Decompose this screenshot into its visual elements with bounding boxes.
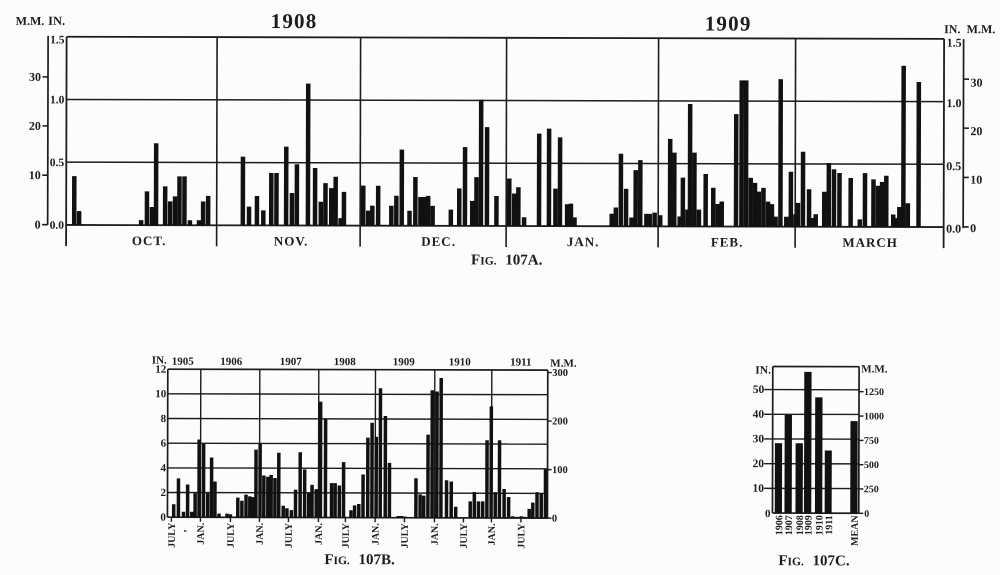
svg-text:750: 750 [864, 436, 879, 447]
svg-text:40: 40 [753, 409, 765, 421]
svg-text:200: 200 [552, 417, 568, 428]
svg-text:1909: 1909 [803, 515, 814, 535]
svg-text:M.M.: M.M. [861, 363, 888, 375]
svg-text:1910: 1910 [814, 515, 825, 535]
svg-text:JULY: JULY [284, 522, 295, 548]
svg-text:30: 30 [753, 433, 765, 445]
svg-text:JULY: JULY [167, 522, 178, 548]
svg-text:MEAN: MEAN [850, 515, 861, 546]
svg-text:1908: 1908 [271, 9, 318, 33]
svg-text:JAN.: JAN. [255, 522, 266, 544]
svg-text:JULY: JULY [400, 522, 411, 548]
svg-text:0: 0 [552, 514, 557, 525]
svg-text:IN.: IN. [944, 22, 960, 36]
svg-text:JAN.: JAN. [314, 523, 325, 545]
svg-text:JULY: JULY [341, 522, 352, 548]
svg-text:0: 0 [160, 512, 166, 524]
svg-text:1910: 1910 [449, 356, 472, 368]
svg-text:1.5: 1.5 [50, 34, 65, 46]
svg-text:10: 10 [970, 173, 982, 187]
svg-text:30: 30 [29, 70, 41, 84]
svg-text:0: 0 [970, 221, 976, 235]
svg-text:JAN.: JAN. [196, 522, 207, 544]
svg-text:JAN.: JAN. [371, 523, 382, 545]
svg-text:IN.: IN. [48, 14, 65, 28]
svg-text:0: 0 [765, 508, 771, 520]
svg-text:50: 50 [753, 384, 765, 396]
svg-text:0.5: 0.5 [50, 157, 65, 169]
svg-text:JULY: JULY [226, 522, 237, 548]
svg-text:10: 10 [29, 168, 41, 182]
svg-text:20: 20 [970, 124, 982, 138]
svg-text:1906: 1906 [220, 356, 243, 368]
svg-text:0.0: 0.0 [946, 222, 961, 236]
svg-text:1000: 1000 [864, 411, 884, 422]
svg-text:NOV.: NOV. [274, 233, 309, 248]
svg-text:DEC.: DEC. [421, 234, 456, 249]
svg-text:1909: 1909 [705, 11, 752, 35]
svg-text:6: 6 [161, 438, 167, 450]
svg-text:FEB.: FEB. [711, 235, 744, 250]
svg-text:,: , [177, 529, 188, 532]
svg-text:1905: 1905 [172, 356, 195, 368]
svg-text:1907: 1907 [784, 515, 795, 535]
svg-text:JULY: JULY [516, 523, 527, 549]
svg-text:M.M.: M.M. [550, 358, 577, 370]
svg-text:0.5: 0.5 [946, 159, 961, 173]
svg-text:1906: 1906 [774, 515, 785, 535]
svg-text:IN.: IN. [755, 365, 771, 377]
svg-text:10: 10 [155, 388, 167, 400]
svg-text:JAN.: JAN. [430, 523, 441, 545]
svg-text:1907: 1907 [280, 356, 303, 368]
svg-text:JULY: JULY [459, 523, 470, 549]
svg-text:30: 30 [970, 76, 982, 90]
svg-text:IN.: IN. [152, 355, 167, 367]
svg-text:M.M.: M.M. [16, 14, 45, 28]
svg-text:20: 20 [753, 458, 765, 470]
svg-text:4: 4 [161, 462, 167, 474]
svg-text:0: 0 [864, 509, 869, 520]
svg-text:1911: 1911 [824, 515, 835, 534]
svg-text:10: 10 [752, 483, 764, 495]
svg-text:M.M.: M.M. [967, 22, 996, 36]
svg-text:FIG. 107A.: FIG. 107A. [471, 252, 543, 268]
svg-text:1908: 1908 [334, 356, 357, 368]
svg-text:300: 300 [552, 368, 568, 379]
svg-text:0.0: 0.0 [50, 220, 65, 232]
svg-text:20: 20 [29, 119, 41, 133]
svg-text:12: 12 [155, 364, 167, 376]
svg-text:1909: 1909 [393, 356, 416, 368]
svg-text:JAN.: JAN. [567, 234, 600, 249]
svg-text:MARCH: MARCH [842, 235, 898, 250]
svg-text:1908: 1908 [795, 515, 806, 535]
svg-text:1.0: 1.0 [946, 96, 961, 110]
svg-text:FIG. 107C.: FIG. 107C. [778, 553, 850, 569]
svg-text:JAN.: JAN. [487, 523, 498, 545]
svg-text:0: 0 [35, 218, 41, 232]
svg-text:FIG. 107B.: FIG. 107B. [324, 552, 395, 568]
svg-text:OCT.: OCT. [132, 233, 167, 248]
svg-text:1911: 1911 [510, 357, 531, 369]
svg-text:2: 2 [160, 487, 166, 499]
svg-text:500: 500 [864, 460, 879, 471]
svg-text:8: 8 [161, 413, 167, 425]
svg-text:1.5: 1.5 [947, 36, 962, 50]
svg-text:250: 250 [864, 484, 879, 495]
svg-text:1.0: 1.0 [50, 94, 65, 106]
svg-text:100: 100 [552, 465, 568, 476]
svg-text:1250: 1250 [864, 387, 884, 398]
